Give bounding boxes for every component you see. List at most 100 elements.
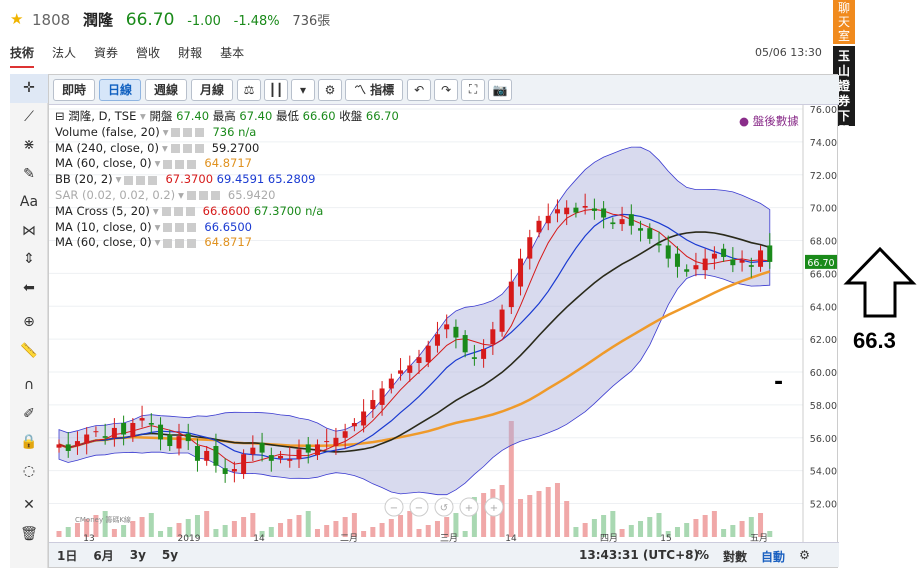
y-tick-label: 62.00 bbox=[810, 335, 837, 346]
legend-dropdown-icon[interactable]: ▾ bbox=[161, 140, 168, 155]
y-tick-label: 58.00 bbox=[810, 401, 837, 412]
legend-dropdown-icon[interactable]: ▾ bbox=[115, 172, 122, 187]
legend-ma60b-value: 64.8717 bbox=[204, 235, 252, 250]
volume-bar bbox=[222, 525, 228, 537]
pencil-lock-icon[interactable]: ✐ bbox=[23, 405, 35, 422]
legend-controls-icon[interactable] bbox=[163, 238, 200, 248]
legend-volume[interactable]: Volume (false, 20) ▾ 736 n/a bbox=[55, 125, 399, 141]
favorite-star-icon[interactable]: ★ bbox=[10, 10, 24, 28]
legend-collapse-icon[interactable]: ⊟ bbox=[55, 109, 65, 123]
pattern-tool-icon[interactable]: ⋈ bbox=[22, 222, 36, 239]
drawing-toolbar: ✛ ⟋ ⋇ ✎ Aa ⋈ ⇕ ⬅ ⊕ 📏 ∩ ✐ 🔒 ◌ ✕ 🗑 bbox=[10, 74, 48, 568]
redo-icon[interactable]: ↷ bbox=[434, 78, 459, 101]
candle-body bbox=[591, 208, 597, 211]
range-5y[interactable]: 5y bbox=[161, 548, 179, 562]
candle-type-icon[interactable]: ┃┃ bbox=[264, 78, 289, 101]
broker-order-button[interactable]: 玉山證券下單 bbox=[833, 46, 855, 138]
legend-controls-icon[interactable] bbox=[186, 191, 223, 201]
candle-body bbox=[351, 423, 357, 427]
monthly-button[interactable]: 月線 bbox=[191, 78, 234, 101]
y-tick-label: 74.00 bbox=[810, 138, 837, 149]
camera-icon[interactable]: 📷 bbox=[488, 78, 513, 101]
legend-ma60[interactable]: MA (60, close, 0) ▾ 64.8717 bbox=[55, 156, 399, 172]
volume-bar bbox=[573, 527, 579, 537]
chevron-down-icon[interactable]: ▾ bbox=[291, 78, 316, 101]
legend-dropdown-icon[interactable]: ▾ bbox=[154, 156, 161, 171]
text-tool-icon[interactable]: Aa bbox=[19, 194, 39, 211]
legend-controls-icon[interactable] bbox=[161, 207, 198, 217]
legend-controls-icon[interactable] bbox=[163, 159, 200, 169]
legend-bb[interactable]: BB (20, 2) ▾ 67.3700 69.4591 65.2809 bbox=[55, 172, 399, 188]
price-change: -1.00 bbox=[187, 14, 221, 29]
legend-macross-label: MA Cross (5, 20) bbox=[55, 203, 150, 218]
fullscreen-icon[interactable]: ⛶ bbox=[461, 78, 486, 101]
log-scale-toggle[interactable]: 對數 bbox=[723, 550, 748, 564]
trend-line-icon[interactable]: ⟋ bbox=[24, 108, 34, 125]
volume-bar bbox=[204, 511, 210, 537]
candle-body bbox=[287, 459, 293, 461]
candle-body bbox=[74, 441, 80, 447]
undo-icon[interactable]: ↶ bbox=[407, 78, 432, 101]
legend-controls-icon[interactable] bbox=[163, 222, 200, 232]
legend-dropdown-icon[interactable]: ▾ bbox=[162, 124, 169, 139]
ruler-icon[interactable]: 📏 bbox=[20, 342, 38, 359]
legend-dropdown-icon[interactable]: ▾ bbox=[140, 109, 146, 123]
tab-revenue[interactable]: 營收 bbox=[136, 46, 161, 60]
tab-institutional[interactable]: 法人 bbox=[52, 46, 77, 60]
intraday-button[interactable]: 即時 bbox=[53, 78, 96, 101]
compare-scale-icon[interactable]: ⚖ bbox=[237, 78, 262, 101]
arrow-left-icon[interactable]: ⬅ bbox=[23, 279, 35, 296]
magnet-icon[interactable]: ∩ bbox=[23, 377, 35, 394]
scroll-control-icon: + bbox=[465, 503, 473, 514]
tools-icon[interactable]: ✕ bbox=[23, 497, 35, 514]
range-1d[interactable]: 1日 bbox=[57, 548, 78, 563]
indicators-button[interactable]: 〽指標 bbox=[345, 78, 404, 101]
open-value: 67.40 bbox=[176, 109, 210, 123]
brush-icon[interactable]: ✎ bbox=[23, 165, 35, 182]
legend-ma10[interactable]: MA (10, close, 0) ▾ 66.6500 bbox=[55, 220, 399, 236]
tab-technical[interactable]: 技術 bbox=[10, 44, 35, 68]
tab-basic[interactable]: 基本 bbox=[220, 46, 245, 60]
after-hours-toggle[interactable]: ● 盤後數據 bbox=[739, 114, 799, 128]
gear-icon[interactable]: ⚙ bbox=[318, 78, 343, 101]
fork-tool-icon[interactable]: ⋇ bbox=[23, 137, 35, 154]
candle-body bbox=[554, 209, 560, 214]
legend-dropdown-icon[interactable]: ▾ bbox=[178, 187, 184, 202]
percent-scale-toggle[interactable]: % bbox=[697, 548, 710, 562]
chat-room-button[interactable]: 聊天室 bbox=[833, 0, 855, 44]
legend-macross[interactable]: MA Cross (5, 20) ▾ 66.6600 67.3700 n/a bbox=[55, 204, 399, 220]
price-chart[interactable]: 76.00 74.00 72.00 70.00 68.00 66.00 64.00 62.00… bbox=[49, 105, 839, 542]
legend-dropdown-icon[interactable]: ▾ bbox=[154, 219, 161, 234]
legend-controls-icon[interactable] bbox=[170, 143, 207, 153]
auto-scale-toggle[interactable]: 自動 bbox=[761, 550, 786, 564]
legend-dropdown-icon[interactable]: ▾ bbox=[154, 235, 161, 250]
lock-icon[interactable]: 🔒 bbox=[20, 434, 38, 451]
legend-sar[interactable]: SAR (0.02, 0.02, 0.2) ▾ 65.9420 bbox=[55, 188, 399, 204]
legend-ma60b[interactable]: MA (60, close, 0) ▾ 64.8717 bbox=[55, 235, 399, 251]
legend-controls-icon[interactable] bbox=[171, 128, 208, 138]
candle-body bbox=[536, 220, 542, 233]
tab-financials[interactable]: 財報 bbox=[178, 46, 203, 60]
y-tick-label: 52.00 bbox=[810, 500, 837, 511]
legend-controls-icon[interactable] bbox=[124, 175, 161, 185]
scroll-control-button bbox=[409, 497, 429, 517]
crosshair-icon[interactable]: ✛ bbox=[10, 74, 48, 103]
candle-body bbox=[93, 431, 99, 433]
settings-gear-icon[interactable]: ⚙ bbox=[799, 548, 810, 562]
trash-icon[interactable]: 🗑 bbox=[20, 525, 38, 542]
candle-body bbox=[148, 423, 154, 425]
chart-area[interactable]: 即時 日線 週線 月線 ⚖ ┃┃ ▾ ⚙ 〽指標 ↶ ↷ ⛶ 📷 76.00 74… bbox=[48, 74, 839, 568]
tab-margin[interactable]: 資券 bbox=[94, 46, 119, 60]
range-6m[interactable]: 6月 bbox=[93, 548, 114, 563]
x-tick-label: 三月 bbox=[440, 533, 458, 542]
range-3y[interactable]: 3y bbox=[129, 548, 146, 562]
weekly-button[interactable]: 週線 bbox=[145, 78, 188, 101]
zoom-in-icon[interactable]: ⊕ bbox=[23, 314, 35, 331]
measure-tool-icon[interactable]: ⇕ bbox=[23, 251, 35, 268]
volume-bar bbox=[582, 523, 588, 537]
daily-button[interactable]: 日線 bbox=[99, 78, 142, 101]
legend-ma240[interactable]: MA (240, close, 0) ▾ 59.2700 bbox=[55, 141, 399, 157]
volume-bar bbox=[471, 497, 477, 537]
legend-dropdown-icon[interactable]: ▾ bbox=[152, 203, 159, 218]
eye-hide-icon[interactable]: ◌ bbox=[22, 462, 36, 479]
